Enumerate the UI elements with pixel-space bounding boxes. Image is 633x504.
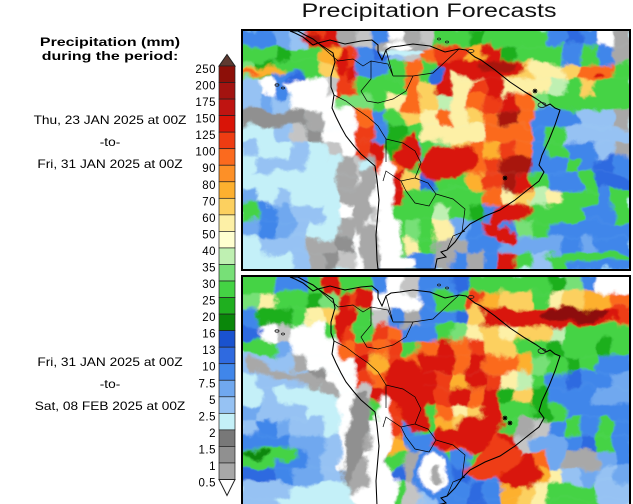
svg-text:175: 175 xyxy=(195,97,216,109)
svg-text:25: 25 xyxy=(202,296,216,308)
svg-text:13: 13 xyxy=(202,345,216,357)
svg-text:250: 250 xyxy=(195,64,216,76)
svg-text:50: 50 xyxy=(202,229,216,241)
svg-text:20: 20 xyxy=(202,312,216,324)
svg-text:2.5: 2.5 xyxy=(199,411,217,423)
svg-text:70: 70 xyxy=(202,196,216,208)
svg-text:1: 1 xyxy=(209,461,216,473)
svg-text:30: 30 xyxy=(202,279,216,291)
svg-text:100: 100 xyxy=(195,147,216,159)
svg-text:125: 125 xyxy=(195,130,216,142)
svg-text:35: 35 xyxy=(202,262,216,274)
svg-text:40: 40 xyxy=(202,246,216,258)
svg-text:80: 80 xyxy=(202,180,216,192)
svg-text:60: 60 xyxy=(202,213,216,225)
svg-text:10: 10 xyxy=(202,362,216,374)
svg-text:1.5: 1.5 xyxy=(199,444,217,456)
svg-text:2: 2 xyxy=(209,428,216,440)
svg-text:90: 90 xyxy=(202,163,216,175)
svg-text:5: 5 xyxy=(209,395,216,407)
svg-text:16: 16 xyxy=(202,329,216,341)
svg-text:0.5: 0.5 xyxy=(199,478,217,490)
svg-text:200: 200 xyxy=(195,81,216,93)
svg-text:150: 150 xyxy=(195,114,216,126)
svg-text:7.5: 7.5 xyxy=(199,378,217,390)
